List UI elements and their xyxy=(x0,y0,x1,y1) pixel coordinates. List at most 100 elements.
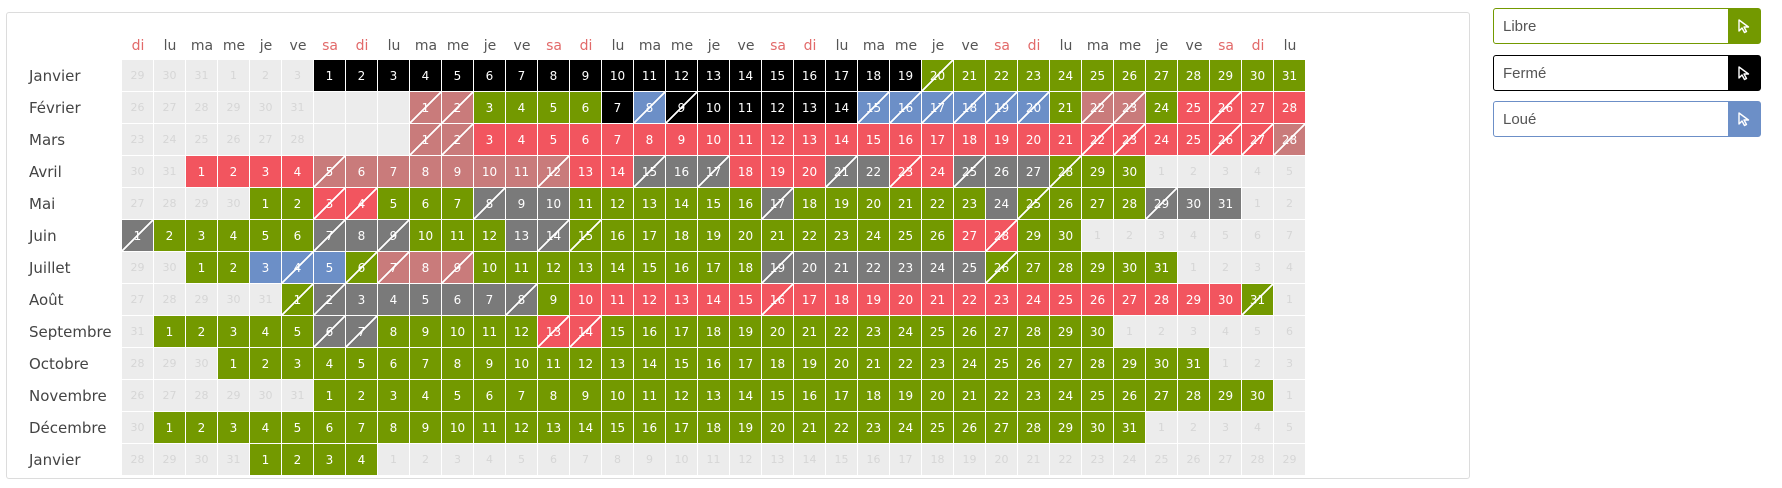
day-cell[interactable]: 14 xyxy=(730,60,761,91)
day-cell[interactable]: 7 xyxy=(506,60,537,91)
day-cell[interactable]: 19 xyxy=(826,188,857,219)
day-cell[interactable]: 28 xyxy=(1146,284,1177,315)
day-cell[interactable]: 7 xyxy=(410,348,441,379)
day-cell[interactable]: 12 xyxy=(666,380,697,411)
day-cell[interactable]: 12 xyxy=(538,252,569,283)
day-cell[interactable]: 27 xyxy=(1018,156,1049,187)
day-cell[interactable]: 23 xyxy=(1018,60,1049,91)
day-cell[interactable]: 24 xyxy=(1050,60,1081,91)
day-cell[interactable]: 18 xyxy=(826,284,857,315)
day-cell[interactable]: 14 xyxy=(538,220,569,251)
day-cell[interactable]: 13 xyxy=(602,348,633,379)
day-cell[interactable]: 8 xyxy=(634,92,665,123)
day-cell[interactable]: 30 xyxy=(1082,412,1113,443)
day-cell[interactable]: 29 xyxy=(1210,380,1241,411)
day-cell[interactable]: 24 xyxy=(858,220,889,251)
day-cell[interactable]: 18 xyxy=(666,220,697,251)
day-cell[interactable]: 30 xyxy=(1082,316,1113,347)
day-cell[interactable]: 21 xyxy=(954,380,985,411)
day-cell[interactable]: 26 xyxy=(1210,92,1241,123)
day-cell[interactable]: 6 xyxy=(570,92,601,123)
day-cell[interactable]: 8 xyxy=(506,284,537,315)
day-cell[interactable]: 17 xyxy=(762,188,793,219)
day-cell[interactable]: 17 xyxy=(794,284,825,315)
day-cell[interactable]: 8 xyxy=(442,348,473,379)
day-cell[interactable]: 20 xyxy=(922,60,953,91)
day-cell[interactable]: 12 xyxy=(570,348,601,379)
day-cell[interactable]: 29 xyxy=(1146,188,1177,219)
day-cell[interactable]: 27 xyxy=(1146,380,1177,411)
day-cell[interactable]: 2 xyxy=(186,412,217,443)
day-cell[interactable]: 20 xyxy=(1018,124,1049,155)
day-cell[interactable]: 1 xyxy=(186,156,217,187)
day-cell[interactable]: 11 xyxy=(474,412,505,443)
day-cell[interactable]: 29 xyxy=(1018,220,1049,251)
day-cell[interactable]: 5 xyxy=(410,284,441,315)
day-cell[interactable]: 30 xyxy=(1178,188,1209,219)
day-cell[interactable]: 22 xyxy=(954,284,985,315)
day-cell[interactable]: 21 xyxy=(954,60,985,91)
day-cell[interactable]: 9 xyxy=(666,92,697,123)
day-cell[interactable]: 15 xyxy=(634,252,665,283)
day-cell[interactable]: 19 xyxy=(762,156,793,187)
day-cell[interactable]: 31 xyxy=(1114,412,1145,443)
day-cell[interactable]: 11 xyxy=(506,252,537,283)
day-cell[interactable]: 24 xyxy=(1146,124,1177,155)
day-cell[interactable]: 3 xyxy=(378,60,409,91)
day-cell[interactable]: 28 xyxy=(1114,188,1145,219)
day-cell[interactable]: 6 xyxy=(346,252,377,283)
day-cell[interactable]: 9 xyxy=(442,156,473,187)
day-cell[interactable]: 2 xyxy=(442,124,473,155)
day-cell[interactable]: 12 xyxy=(506,316,537,347)
day-cell[interactable]: 30 xyxy=(1114,252,1145,283)
day-cell[interactable]: 10 xyxy=(442,412,473,443)
day-cell[interactable]: 14 xyxy=(570,412,601,443)
day-cell[interactable]: 11 xyxy=(474,316,505,347)
day-cell[interactable]: 25 xyxy=(1178,124,1209,155)
day-cell[interactable]: 25 xyxy=(922,316,953,347)
day-cell[interactable]: 4 xyxy=(346,444,377,475)
day-cell[interactable]: 30 xyxy=(1050,220,1081,251)
day-cell[interactable]: 27 xyxy=(1114,284,1145,315)
day-cell[interactable]: 18 xyxy=(858,60,889,91)
day-cell[interactable]: 27 xyxy=(1018,252,1049,283)
day-cell[interactable]: 20 xyxy=(762,316,793,347)
day-cell[interactable]: 29 xyxy=(1050,316,1081,347)
day-cell[interactable]: 18 xyxy=(730,156,761,187)
day-cell[interactable]: 9 xyxy=(410,412,441,443)
day-cell[interactable]: 13 xyxy=(634,188,665,219)
day-cell[interactable]: 19 xyxy=(858,284,889,315)
day-cell[interactable]: 10 xyxy=(474,156,505,187)
day-cell[interactable]: 13 xyxy=(666,284,697,315)
cursor-icon[interactable] xyxy=(1728,9,1760,43)
day-cell[interactable]: 15 xyxy=(602,412,633,443)
day-cell[interactable]: 23 xyxy=(858,412,889,443)
day-cell[interactable]: 20 xyxy=(890,284,921,315)
day-cell[interactable]: 13 xyxy=(538,412,569,443)
day-cell[interactable]: 14 xyxy=(602,156,633,187)
day-cell[interactable]: 25 xyxy=(922,412,953,443)
day-cell[interactable]: 1 xyxy=(410,92,441,123)
day-cell[interactable]: 18 xyxy=(762,348,793,379)
day-cell[interactable]: 5 xyxy=(442,380,473,411)
day-cell[interactable]: 17 xyxy=(698,252,729,283)
day-cell[interactable]: 24 xyxy=(1050,380,1081,411)
day-cell[interactable]: 6 xyxy=(314,316,345,347)
day-cell[interactable]: 28 xyxy=(1082,348,1113,379)
day-cell[interactable]: 26 xyxy=(1082,284,1113,315)
day-cell[interactable]: 21 xyxy=(1050,92,1081,123)
day-cell[interactable]: 23 xyxy=(1114,92,1145,123)
day-cell[interactable]: 23 xyxy=(890,156,921,187)
day-cell[interactable]: 1 xyxy=(282,284,313,315)
day-cell[interactable]: 12 xyxy=(762,92,793,123)
day-cell[interactable]: 30 xyxy=(1114,156,1145,187)
day-cell[interactable]: 19 xyxy=(730,316,761,347)
day-cell[interactable]: 5 xyxy=(282,316,313,347)
day-cell[interactable]: 10 xyxy=(474,252,505,283)
day-cell[interactable]: 21 xyxy=(794,412,825,443)
day-cell[interactable]: 13 xyxy=(538,316,569,347)
day-cell[interactable]: 10 xyxy=(410,220,441,251)
day-cell[interactable]: 31 xyxy=(1178,348,1209,379)
day-cell[interactable]: 22 xyxy=(1082,92,1113,123)
day-cell[interactable]: 30 xyxy=(1242,380,1273,411)
